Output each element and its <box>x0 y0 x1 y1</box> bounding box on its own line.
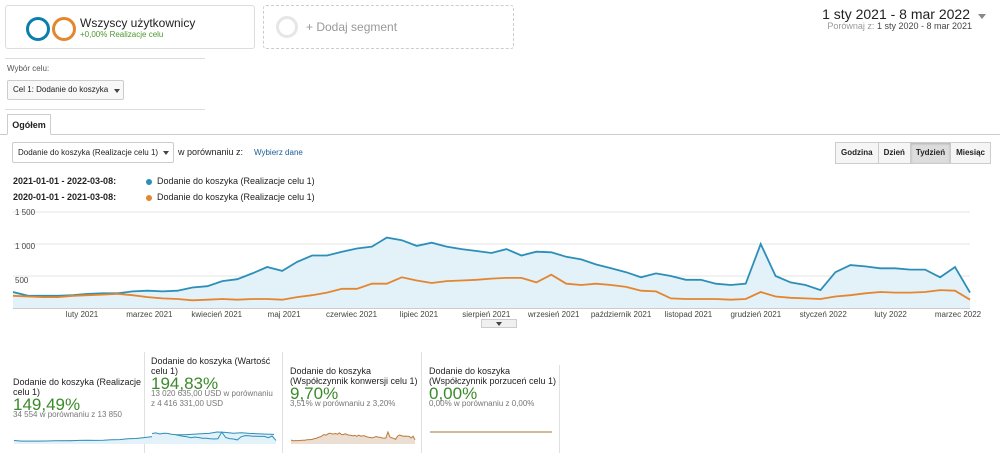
segment-card[interactable]: Wszyscy użytkownicy +0,00% Realizacje ce… <box>5 5 255 49</box>
segment-title: Wszyscy użytkownicy <box>80 16 196 30</box>
kpi-separator <box>421 352 422 453</box>
segment-circle-blue <box>26 17 50 41</box>
month-button[interactable]: Miesiąc <box>950 142 991 164</box>
date-range-compare: Porównaj z: 1 sty 2020 - 8 mar 2021 <box>827 21 972 31</box>
kpi-value: 9,70% <box>290 384 339 403</box>
kpi-value: 194,83% <box>151 374 219 393</box>
x-tick-label: marzec 2021 <box>126 310 173 319</box>
kpi-conversion-rate[interactable]: Dodanie do koszyka (Współczynnik konwers… <box>290 366 418 409</box>
x-tick-label: lipiec 2021 <box>399 310 439 319</box>
kpi-compare: 13 020 635,00 USD w porównaniu z 4 416 3… <box>151 389 273 408</box>
x-tick-label: wrzesień 2021 <box>527 310 580 319</box>
legend-range-current: 2021-01-01 - 2022-03-08: <box>13 176 117 186</box>
divider <box>5 58 205 59</box>
x-tick-label: kwiecień 2021 <box>191 310 243 319</box>
goal-selector-value: Cel 1: Dodanie do koszyka <box>13 85 109 94</box>
compare-label: w porównaniu z: <box>178 147 244 157</box>
metric-selector-dropdown[interactable]: Dodanie do koszyka (Realizacje celu 1) <box>12 142 174 163</box>
kpi-abandonment-rate[interactable]: Dodanie do koszyka (Współczynnik porzuce… <box>429 366 557 409</box>
goal-selector-label: Wybór celu: <box>7 64 50 73</box>
add-segment-label: + Dodaj segment <box>306 20 398 34</box>
x-tick-label: listopad 2021 <box>664 310 713 319</box>
sparkline <box>151 431 277 444</box>
x-tick-label: luty 2021 <box>65 310 99 319</box>
kpi-compare: 3,51% w porównaniu z 3,20% <box>290 399 396 408</box>
sparkline-current <box>13 431 275 442</box>
sparkline-current <box>151 431 277 441</box>
kpi-goal-value[interactable]: Dodanie do koszyka (Wartość celu 1) 194,… <box>151 356 279 409</box>
add-segment-circle-icon <box>276 16 298 38</box>
x-tick-label: grudzień 2021 <box>730 310 782 319</box>
day-button[interactable]: Dzień <box>877 142 911 164</box>
segment-subtitle: +0,00% Realizacje celu <box>80 30 164 39</box>
x-tick-label: sierpień 2021 <box>462 310 511 319</box>
kpi-compare: 0,00% w porównaniu z 0,00% <box>429 399 535 408</box>
kpi-title: Dodanie do koszyka (Współczynnik porzuce… <box>429 366 557 386</box>
goal-selector-dropdown[interactable]: Cel 1: Dodanie do koszyka <box>7 80 124 100</box>
y-tick-label: 1 500 <box>15 208 36 217</box>
kpi-compare: 34 554 w porównaniu z 13 850 <box>13 410 122 419</box>
tab-overview[interactable]: Ogółem <box>7 114 51 135</box>
x-tick-label: luty 2022 <box>874 310 907 319</box>
x-tick-label: marzec 2022 <box>934 310 982 319</box>
hour-button[interactable]: Godzina <box>835 142 879 164</box>
legend-range-previous: 2020-01-01 - 2021-03-08: <box>13 192 117 202</box>
legend-dot-current <box>146 179 152 185</box>
chart-resize-handle[interactable] <box>481 319 517 328</box>
series-line-previous <box>12 273 971 302</box>
sparkline-current <box>290 430 416 442</box>
date-compare-value: 1 sty 2020 - 8 mar 2021 <box>876 21 972 31</box>
series-line-current <box>12 236 971 297</box>
divider <box>5 109 205 110</box>
date-compare-label: Porównaj z: <box>827 21 875 31</box>
sparkline-area <box>152 432 276 444</box>
segment-circle-orange <box>52 17 76 41</box>
kpi-separator <box>144 352 145 453</box>
kpi-value: 149,49% <box>13 395 81 414</box>
legend-label-current: Dodanie do koszyka (Realizacje celu 1) <box>157 176 315 186</box>
chevron-down-icon <box>496 322 502 326</box>
choose-metric-link[interactable]: Wybierz dane <box>254 148 303 157</box>
line-chart <box>12 211 971 309</box>
x-tick-label: czerwiec 2021 <box>325 310 378 319</box>
add-segment-button[interactable]: + Dodaj segment <box>263 5 514 49</box>
y-tick-label: 500 <box>15 276 29 285</box>
chevron-down-icon <box>114 89 120 93</box>
kpi-goal-completions[interactable]: Dodanie do koszyka (Realizacje celu 1) 1… <box>13 377 143 420</box>
chevron-down-icon <box>163 151 169 155</box>
metric-selector-value: Dodanie do koszyka (Realizacje celu 1) <box>18 148 159 157</box>
sparkline <box>290 430 416 444</box>
kpi-separator <box>559 365 560 453</box>
x-tick-label: październik 2021 <box>590 310 652 319</box>
kpi-value: 0,00% <box>429 384 478 403</box>
tab-baseline <box>0 134 1000 135</box>
kpi-title: Dodanie do koszyka (Wartość celu 1) <box>151 356 271 376</box>
kpi-title: Dodanie do koszyka (Współczynnik konwers… <box>290 366 418 386</box>
x-tick-label: maj 2021 <box>267 310 301 319</box>
kpi-title: Dodanie do koszyka (Realizacje celu 1) <box>13 377 142 397</box>
granularity-buttons: Godzina Dzień Tydzień Miesiąc <box>835 142 991 164</box>
x-tick-label: styczeń 2022 <box>799 310 847 319</box>
legend-dot-previous <box>146 195 152 201</box>
legend-label-previous: Dodanie do koszyka (Realizacje celu 1) <box>157 192 315 202</box>
y-tick-label: 1 000 <box>15 242 36 251</box>
date-range-picker[interactable]: 1 sty 2021 - 8 mar 2022 <box>822 6 970 22</box>
week-button[interactable]: Tydzień <box>909 142 952 164</box>
series-area <box>13 237 970 308</box>
sparkline <box>430 431 552 433</box>
sparkline-area <box>291 432 415 444</box>
date-range-chevron-down-icon[interactable] <box>978 14 986 19</box>
kpi-separator <box>282 352 283 453</box>
